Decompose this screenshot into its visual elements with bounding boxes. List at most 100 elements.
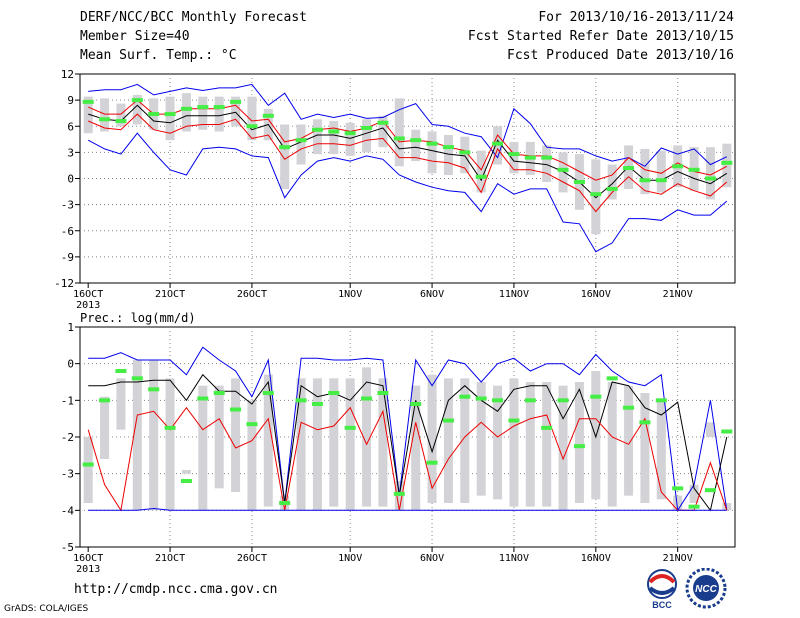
prec-observed-marker xyxy=(164,425,176,430)
prec-spread-box xyxy=(443,378,453,503)
temp-spread-box xyxy=(722,143,732,188)
prec-observed-marker xyxy=(688,504,700,509)
prec-spread-box xyxy=(689,484,699,503)
prec-xtick-label: 16NOV xyxy=(581,553,611,564)
temp-spread-box xyxy=(460,136,470,174)
member-size: Member Size=40 xyxy=(80,29,190,44)
temp-spread-box xyxy=(198,96,208,130)
temp-spread-box xyxy=(312,119,322,155)
prec-observed-marker xyxy=(524,398,536,403)
prec-spread-box xyxy=(263,374,273,507)
temp-observed-marker xyxy=(655,178,667,183)
prec-spread-box xyxy=(362,367,372,507)
temp-spread-box xyxy=(132,94,142,125)
temp-xtick-label: 21OCT xyxy=(155,289,185,300)
temp-min-line xyxy=(87,132,728,253)
prec-observed-marker xyxy=(148,387,160,392)
prec-mean-line xyxy=(88,373,728,512)
prec-observed-marker xyxy=(410,402,422,406)
temp-observed-marker xyxy=(410,138,422,143)
temp-observed-marker xyxy=(197,105,209,110)
temp-ytick-label: 3 xyxy=(67,146,74,159)
prec-observed-marker xyxy=(328,391,340,395)
temp-spread-box xyxy=(329,121,339,155)
temp-xtick-label: 6NOV xyxy=(420,289,444,300)
temp-spread-box xyxy=(558,152,568,193)
temp-upper-line xyxy=(88,99,728,181)
prec-ytick-label: -5 xyxy=(61,541,74,554)
prec-spread-box xyxy=(624,385,634,496)
temp-observed-marker xyxy=(180,106,192,111)
temp-observed-marker xyxy=(459,150,471,155)
grads-credit: GrADS: COLA/IGES xyxy=(4,604,89,614)
prec-ylabel: Prec.: log(mm/d) xyxy=(80,311,196,325)
prec-xtick-label: 6NOV xyxy=(420,553,444,564)
prec-spread-box xyxy=(100,396,110,459)
temp-spread-box xyxy=(165,96,175,141)
prec-spread-box xyxy=(83,437,93,503)
prec-observed-marker xyxy=(721,429,733,434)
temp-observed-marker xyxy=(573,179,585,184)
temp-spread-box xyxy=(394,98,404,167)
temp-spread-box xyxy=(214,96,224,132)
prec-observed-marker xyxy=(213,391,225,395)
prec-spread-box xyxy=(591,371,601,500)
temp-observed-marker xyxy=(426,141,438,146)
temp-spread-box xyxy=(607,164,617,200)
temp-spread-box xyxy=(378,115,388,148)
temp-max-line xyxy=(88,83,728,167)
temp-observed-marker xyxy=(82,99,94,104)
temp-spread-box xyxy=(427,131,437,174)
temp-ytick-label: -6 xyxy=(61,225,74,238)
prec-spread-box xyxy=(640,393,650,503)
temp-xtick-label: 16OCT xyxy=(73,289,103,300)
temp-spread-box xyxy=(476,150,486,193)
temp-observed-marker xyxy=(230,99,242,104)
prec-observed-marker xyxy=(197,396,209,401)
temp-observed-marker xyxy=(475,174,487,179)
temp-spread-box xyxy=(231,96,241,127)
source-url[interactable]: http://cmdp.ncc.cma.gov.cn xyxy=(74,582,278,597)
prec-ytick-label: 1 xyxy=(67,321,74,334)
prec-observed-marker xyxy=(541,425,553,430)
temp-ytick-label: -9 xyxy=(61,251,74,264)
prec-spread-box xyxy=(214,385,224,489)
forecast-produced-date: Fcst Produced Date 2013/10/16 xyxy=(507,48,734,63)
prec-observed-marker xyxy=(475,396,487,401)
temp-observed-marker xyxy=(721,160,733,165)
temp-spread-box xyxy=(509,141,519,174)
prec-observed-marker xyxy=(508,418,520,423)
temp-xtick-label: 11NOV xyxy=(499,289,529,300)
forecast-started-date: Fcst Started Refer Date 2013/10/15 xyxy=(467,29,734,44)
prec-observed-marker xyxy=(459,394,471,399)
prec-spread-box xyxy=(149,360,159,511)
temp-spread-box xyxy=(443,134,453,176)
prec-spread-line xyxy=(87,406,728,512)
prec-xtick-label: 1NOV xyxy=(338,553,362,564)
temp-observed-marker xyxy=(361,125,373,130)
prec-xtick-label: 26OCT xyxy=(237,553,267,564)
prec-observed-marker xyxy=(442,418,454,423)
temp-observed-marker xyxy=(246,124,258,129)
prec-spread-box xyxy=(722,503,732,511)
bcc-logo: BCC xyxy=(647,569,677,610)
prec-observed-marker xyxy=(606,376,618,381)
prec-observed-marker xyxy=(557,398,569,403)
temp-spread-box xyxy=(640,148,650,195)
prec-observed-marker xyxy=(377,391,389,395)
prec-observed-marker xyxy=(82,462,94,467)
temp-ytick-label: 12 xyxy=(61,68,74,81)
prec-xtick-label: 21NOV xyxy=(663,553,693,564)
prec-observed-marker xyxy=(99,398,111,403)
prec-spread-box xyxy=(509,378,519,507)
prec-spread-box xyxy=(476,382,486,496)
prec-spread-box xyxy=(427,374,437,503)
prec-spread-box xyxy=(673,495,683,511)
prec-observed-marker xyxy=(623,405,635,410)
prec-ytick-label: -3 xyxy=(61,468,74,481)
prec-xtick-label: 11NOV xyxy=(499,553,529,564)
prec-xtick-label: 21OCT xyxy=(155,553,185,564)
temp-observed-marker xyxy=(262,113,274,118)
temp-observed-marker xyxy=(164,112,176,117)
temp-xtick-label: 16NOV xyxy=(581,289,611,300)
